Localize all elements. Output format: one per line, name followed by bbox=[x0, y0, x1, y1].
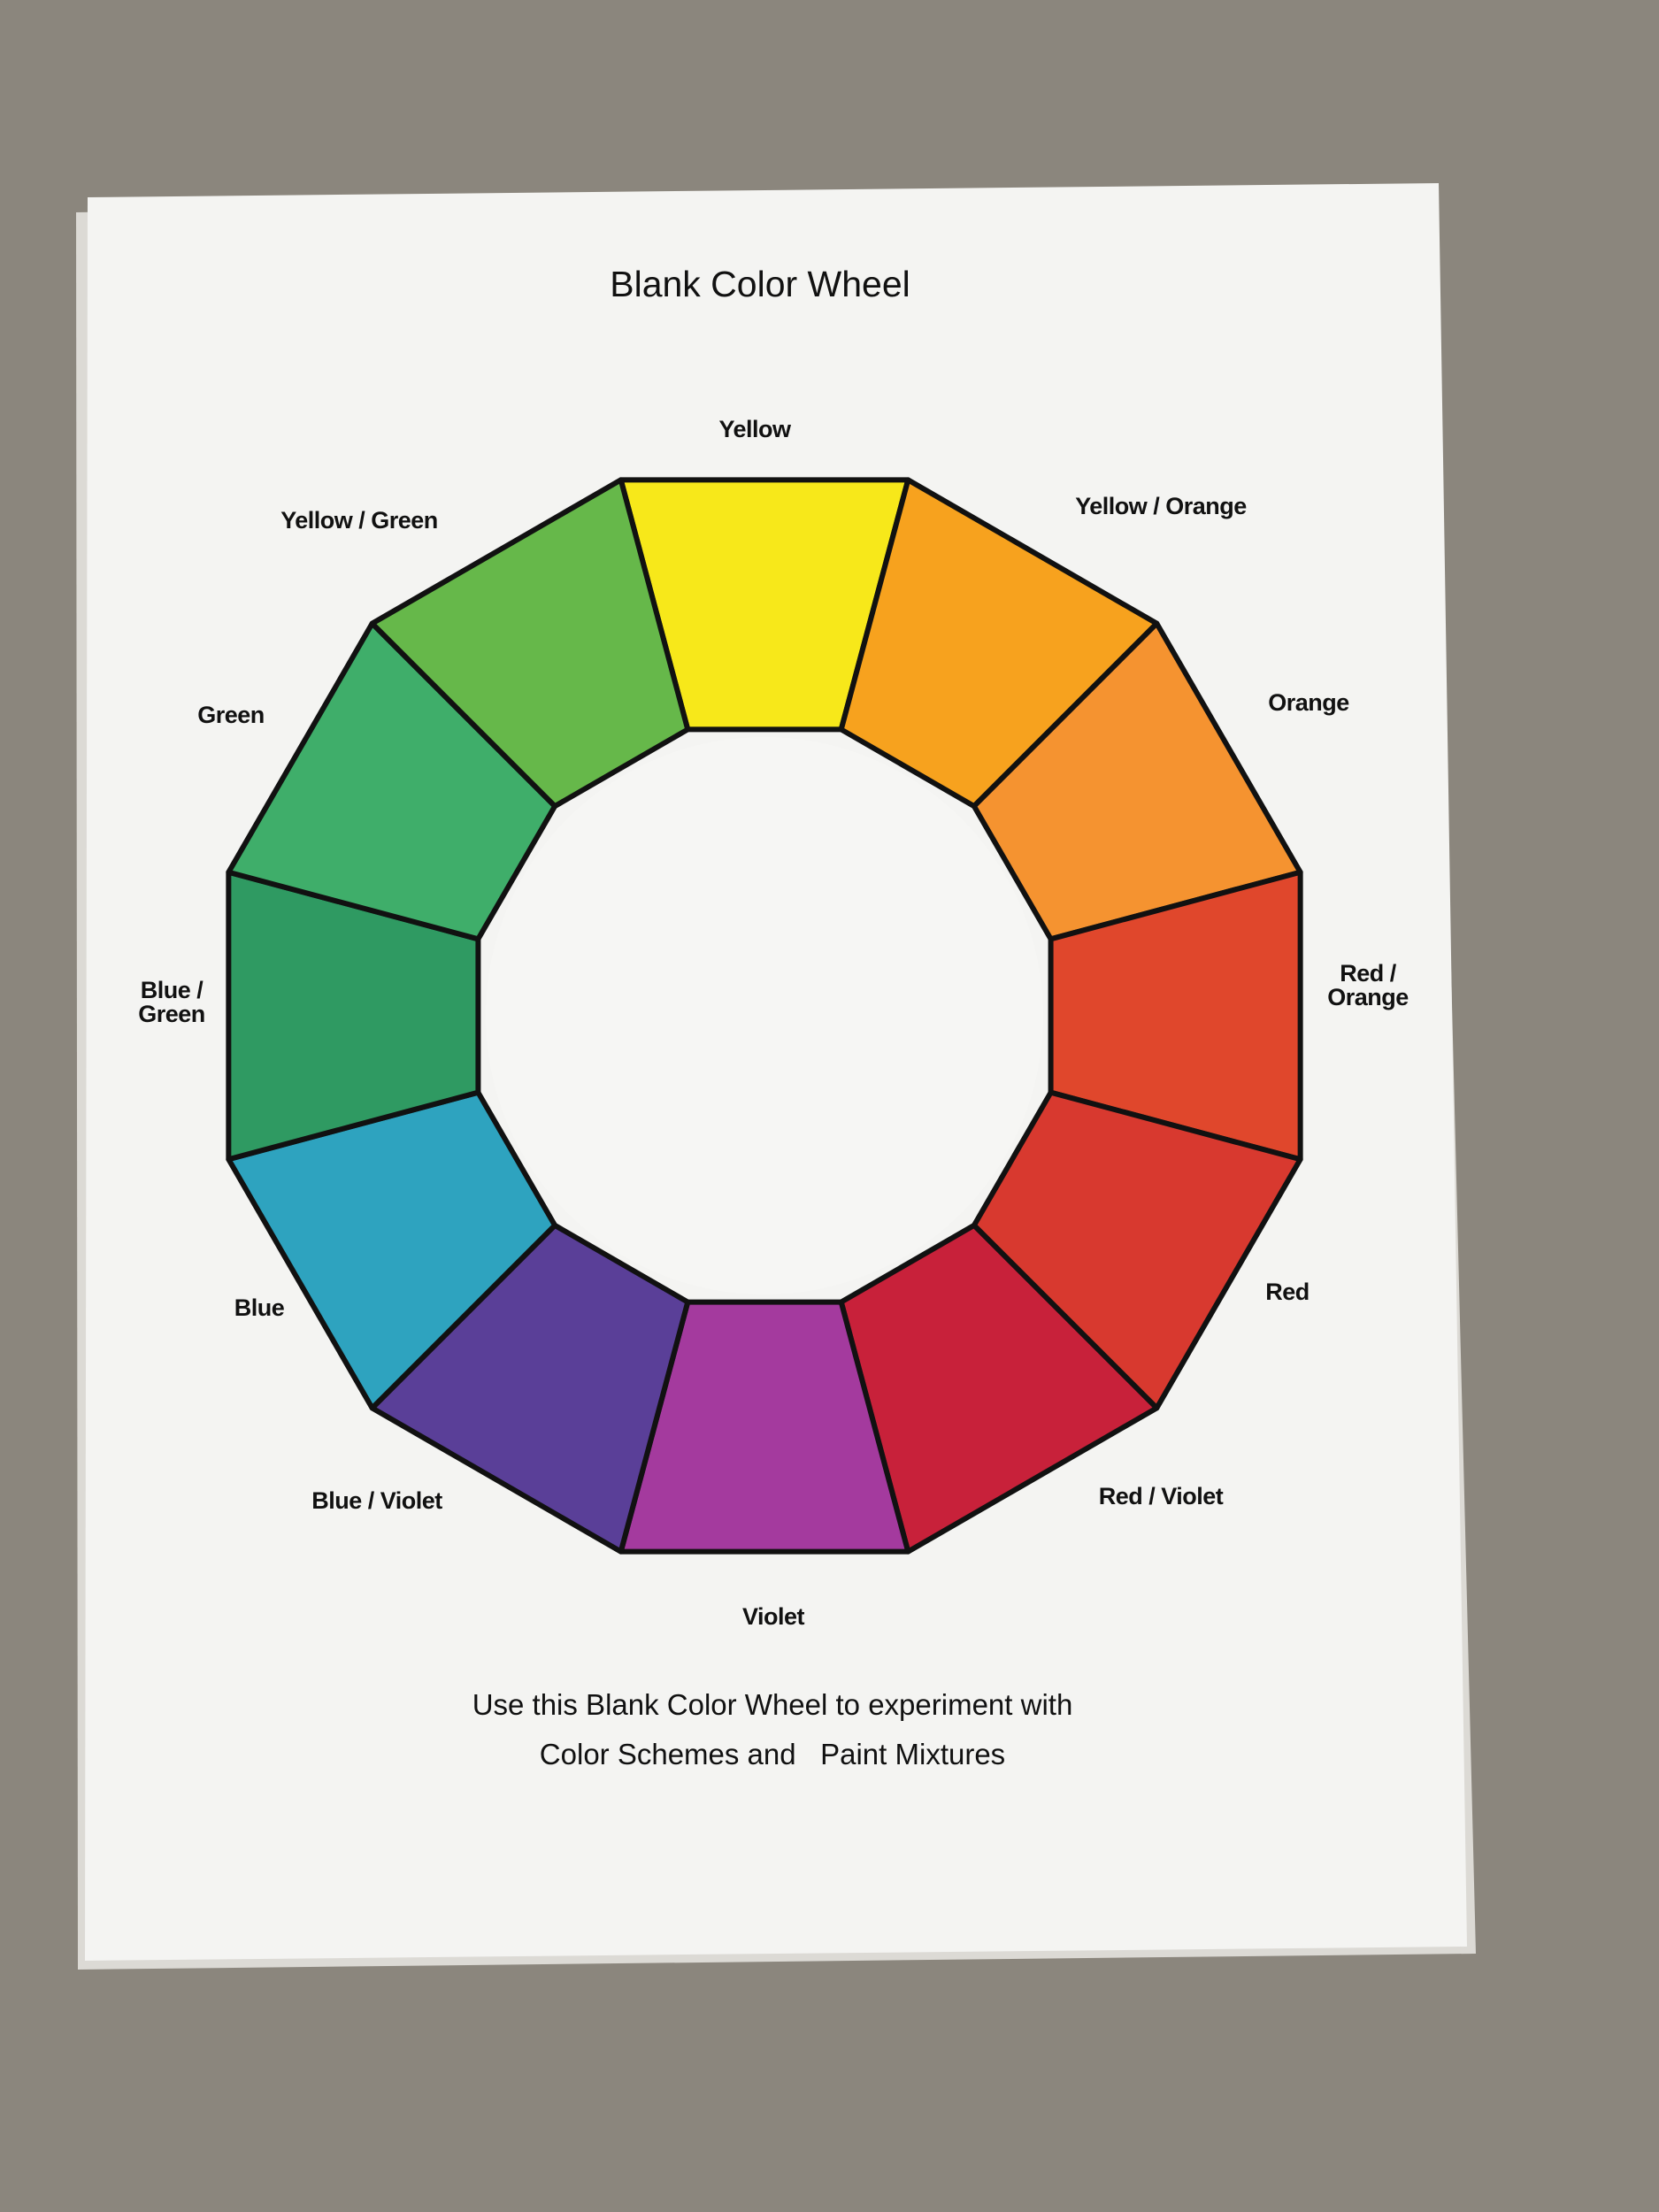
segment-label: Blue / bbox=[141, 977, 204, 1003]
segment-label: Green bbox=[197, 702, 265, 728]
segment-label: Yellow / Orange bbox=[1075, 493, 1247, 519]
segment-label: Blue bbox=[234, 1294, 285, 1321]
segment-label: Red / bbox=[1340, 960, 1397, 987]
footer-line: Use this Blank Color Wheel to experiment… bbox=[472, 1688, 1073, 1721]
segment-label: Violet bbox=[742, 1603, 805, 1630]
footer-line: Color Schemes and Paint Mixtures bbox=[540, 1738, 1005, 1770]
segment-label: Orange bbox=[1327, 984, 1409, 1010]
segment-label: Red / Violet bbox=[1099, 1483, 1224, 1509]
title: Blank Color Wheel bbox=[610, 264, 910, 304]
segment-label: Red bbox=[1265, 1279, 1310, 1305]
segment-label: Yellow bbox=[718, 416, 792, 442]
segment-label: Blue / Violet bbox=[311, 1487, 442, 1514]
wheel-center bbox=[486, 737, 1043, 1294]
segment-label: Yellow / Green bbox=[280, 507, 438, 534]
segment-label: Orange bbox=[1268, 689, 1349, 716]
wheel-segment bbox=[369, 477, 691, 810]
segment-label: Green bbox=[138, 1001, 205, 1027]
color-wheel bbox=[226, 477, 1303, 1555]
